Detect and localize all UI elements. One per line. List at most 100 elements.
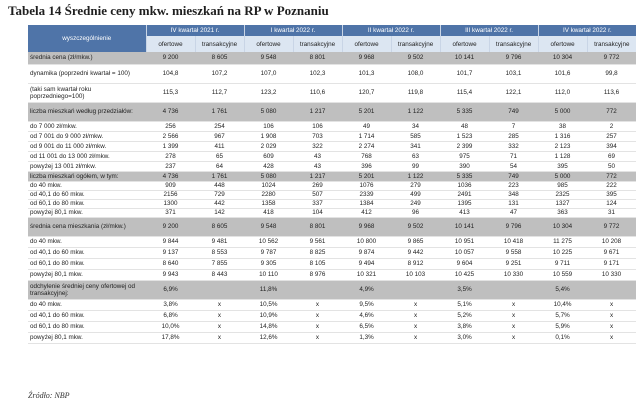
cell-transaction-value: x: [489, 332, 539, 344]
cell-offer-value: 6,5%: [342, 321, 392, 333]
table-row: dynamika (poprzedni kwartał = 100) 104,8 1…: [28, 64, 637, 84]
cell-offer-value: 38: [538, 121, 588, 132]
cell-transaction-value: 222: [587, 181, 637, 191]
cell-offer-value: 8 640: [146, 258, 195, 270]
cell-offer-value: 1 316: [538, 131, 588, 142]
cell-offer-value: 9 494: [342, 258, 392, 270]
cell-transaction-value: x: [195, 332, 244, 344]
cell-offer-value: 1395: [440, 199, 490, 209]
cell-transaction-value: 394: [587, 141, 637, 152]
cell-transaction-value: 8 605: [195, 52, 244, 65]
cell-transaction-value: 9 442: [391, 247, 441, 259]
cell-offer-value: 9 968: [342, 217, 392, 237]
table-row: powyżej 80,1 mkw. 17,8% x 12,6% x 1,3% x 3,0% x 0…: [28, 332, 637, 344]
cell-offer-value: 2 399: [440, 141, 490, 152]
cell-offer-value: 256: [146, 121, 195, 132]
table-row: od 40,1 do 60 mkw. 9 137 8 553 9 787 8 825 9 …: [28, 247, 637, 259]
cell-offer-value: 10 800: [342, 236, 392, 248]
cell-offer-value: 2156: [146, 190, 195, 200]
cell-offer-value: 106: [244, 121, 293, 132]
cell-transaction-value: 772: [587, 171, 637, 182]
cell-transaction-value: 2: [587, 121, 637, 132]
cell-offer-value: 123,2: [244, 83, 293, 103]
table-row: od 40,1 do 60 mkw. 2156 729 2280 507 2339 499 2…: [28, 190, 637, 200]
cell-offer-value: 9 844: [146, 236, 195, 248]
cell-transaction-value: x: [489, 299, 539, 311]
cell-transaction-value: 110,6: [293, 83, 343, 103]
cell-transaction-value: 71: [489, 151, 539, 162]
cell-transaction-value: 9 865: [391, 236, 441, 248]
cell-transaction-value: 703: [293, 131, 343, 142]
cell-offer-value: 10 304: [538, 217, 588, 237]
cell-offer-value: 48: [440, 121, 490, 132]
table-row: odchylenie średniej ceny ofertowej od tr…: [28, 280, 637, 300]
cell-transaction-value: 119,8: [391, 83, 441, 103]
cell-offer-value: 14,8%: [244, 321, 293, 333]
cell-transaction-value: 1 217: [293, 102, 343, 122]
header-row-sub: ofertowe transakcyjne ofertowe transakcy…: [28, 36, 637, 52]
row-label: od 11 001 do 13 000 zł/mkw.: [28, 151, 146, 162]
row-label: dynamika (poprzedni kwartał = 100): [28, 64, 146, 84]
cell-offer-value: 9 200: [146, 217, 195, 237]
cell-offer-value: 1024: [244, 181, 293, 191]
row-label: liczba mieszkań według przedziałów:: [28, 102, 146, 122]
cell-offer-value: 4 736: [146, 171, 195, 182]
cell-transaction-value: 9 558: [489, 247, 539, 259]
cell-transaction-value: 448: [195, 181, 244, 191]
cell-offer-value: 412: [342, 208, 392, 218]
cell-transaction-value: 8 801: [293, 52, 343, 65]
cell-offer-value: 12,6%: [244, 332, 293, 344]
row-label: do 40 mkw.: [28, 181, 146, 191]
cell-transaction-value: 442: [195, 199, 244, 209]
price-table-container: wyszczególnienie IV kwartał 2021 r. I kw…: [28, 25, 637, 344]
cell-offer-value: 5 000: [538, 102, 588, 122]
row-label: od 40,1 do 60 mkw.: [28, 247, 146, 259]
cell-offer-value: 3,8%: [440, 321, 490, 333]
cell-transaction-value: [489, 280, 539, 300]
table-row: powyżej 13 001 zł/mkw. 237 64 428 43 396 99 390…: [28, 161, 637, 172]
cell-transaction-value: 341: [391, 141, 441, 152]
cell-transaction-value: 50: [587, 161, 637, 172]
cell-offer-value: 1358: [244, 199, 293, 209]
table-title: Tabela 14 Średnie ceny mkw. mieszkań na …: [8, 3, 329, 18]
cell-transaction-value: x: [293, 299, 343, 311]
cell-transaction-value: 1 122: [391, 171, 441, 182]
cell-offer-value: 11,8%: [244, 280, 293, 300]
cell-offer-value: 112,0: [538, 83, 588, 103]
cell-transaction-value: 31: [587, 208, 637, 218]
table-row: od 40,1 do 60 mkw. 6,8% x 10,9% x 4,6% x 5,2% x 5…: [28, 310, 637, 322]
cell-offer-value: 9 137: [146, 247, 195, 259]
cell-transaction-value: 411: [195, 141, 244, 152]
row-label: do 7 000 zł/mkw.: [28, 121, 146, 132]
cell-transaction-value: 131: [489, 199, 539, 209]
cell-transaction-value: 1 761: [195, 171, 244, 182]
row-label: (taki sam kwartał roku poprzedniego=100): [28, 83, 146, 103]
cell-offer-value: 237: [146, 161, 195, 172]
cell-transaction-value: 10 330: [587, 269, 637, 281]
row-label: od 60,1 do 80 mkw.: [28, 321, 146, 333]
cell-transaction-value: 99,8: [587, 64, 637, 84]
cell-offer-value: 5 335: [440, 102, 490, 122]
cell-transaction-value: 269: [293, 181, 343, 191]
row-label: średnia cena (zł/mkw.): [28, 52, 146, 65]
cell-offer-value: 5,4%: [538, 280, 588, 300]
cell-offer-value: 5,1%: [440, 299, 490, 311]
period-header: II kwartał 2022 r.: [341, 25, 441, 36]
cell-offer-value: 115,3: [146, 83, 195, 103]
cell-offer-value: 120,7: [342, 83, 392, 103]
cell-offer-value: 395: [538, 161, 588, 172]
cell-transaction-value: 10 208: [587, 236, 637, 248]
cell-transaction-value: 249: [391, 199, 441, 209]
cell-transaction-value: 34: [391, 121, 441, 132]
cell-offer-value: 10,0%: [146, 321, 195, 333]
row-label: powyżej 80,1 mkw.: [28, 332, 146, 344]
cell-transaction-value: 8 976: [293, 269, 343, 281]
cell-offer-value: 278: [146, 151, 195, 162]
cell-offer-value: 3,8%: [146, 299, 195, 311]
cell-offer-value: 10 225: [538, 247, 588, 259]
cell-offer-value: 4,6%: [342, 310, 392, 322]
cell-transaction-value: 64: [195, 161, 244, 172]
cell-offer-value: 1 908: [244, 131, 293, 142]
cell-transaction-value: 112,7: [195, 83, 244, 103]
cell-offer-value: 418: [244, 208, 293, 218]
